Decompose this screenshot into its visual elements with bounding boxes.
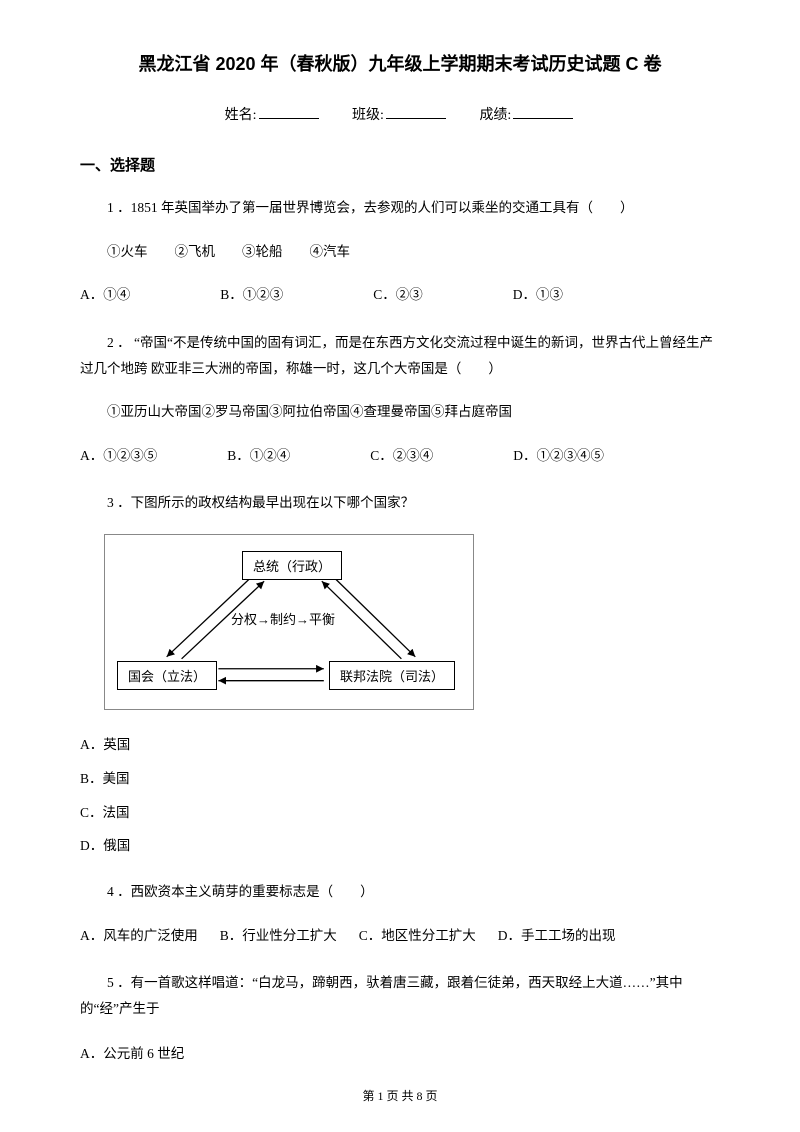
q5-text: 5 ．有一首歌这样唱道：“白龙马，蹄朝西，驮着唐三藏，跟着仨徒弟，西天取经上大道…: [80, 970, 720, 1021]
score-blank[interactable]: [513, 118, 573, 119]
score-label: 成绩:: [479, 108, 511, 123]
q4-option-c[interactable]: C．地区性分工扩大: [359, 923, 476, 949]
diagram-right-box: 联邦法院（司法）: [329, 661, 455, 690]
name-label: 姓名:: [225, 108, 257, 123]
q1-option-c[interactable]: C．②③: [373, 282, 423, 308]
q2-option-a[interactable]: A．①②③⑤: [80, 443, 157, 469]
q2-option-d[interactable]: D．①②③④⑤: [513, 443, 604, 469]
q4-text: 4 ．西欧资本主义萌芽的重要标志是（ ）: [80, 879, 720, 905]
q1-sub: ①火车 ②飞机 ③轮船 ④汽车: [80, 239, 720, 265]
q3-option-d[interactable]: D．俄国: [80, 831, 720, 861]
q2-text: 2 ． “帝国“不是传统中国的固有词汇，而是在东西方文化交流过程中诞生的新词，世…: [80, 330, 720, 381]
q3-diagram: 总统（行政） 分权→制约→平衡 国会（立法） 联邦法院（司法）: [104, 534, 474, 710]
q4-option-a[interactable]: A．风车的广泛使用: [80, 923, 198, 949]
diagram-middle-label: 分权→制约→平衡: [231, 609, 335, 628]
q1-options: A．①④ B．①②③ C．②③ D．①③: [80, 282, 720, 308]
q4-options: A．风车的广泛使用 B．行业性分工扩大 C．地区性分工扩大 D．手工工场的出现: [80, 923, 720, 949]
q3-option-c[interactable]: C．法国: [80, 798, 720, 828]
q5-option-a[interactable]: A．公元前 6 世纪: [80, 1039, 720, 1069]
student-info: 姓名: 班级: 成绩:: [80, 104, 720, 124]
q2-sub: ①亚历山大帝国②罗马帝国③阿拉伯帝国④查理曼帝国⑤拜占庭帝国: [80, 399, 720, 425]
class-blank[interactable]: [386, 118, 446, 119]
section-title: 一、选择题: [80, 154, 720, 175]
q2-option-b[interactable]: B．①②④: [227, 443, 290, 469]
q3-option-a[interactable]: A．英国: [80, 730, 720, 760]
page-footer: 第 1 页 共 8 页: [0, 1087, 800, 1104]
q2-option-c[interactable]: C．②③④: [370, 443, 433, 469]
q3-text: 3 ．下图所示的政权结构最早出现在以下哪个国家？: [80, 490, 720, 516]
diagram-left-box: 国会（立法）: [117, 661, 217, 690]
q3-options: A．英国 B．美国 C．法国 D．俄国: [80, 730, 720, 861]
q3-option-b[interactable]: B．美国: [80, 764, 720, 794]
q1-option-d[interactable]: D．①③: [513, 282, 563, 308]
q1-text: 1 ．1851 年英国举办了第一届世界博览会，去参观的人们可以乘坐的交通工具有（…: [80, 195, 720, 221]
q1-option-a[interactable]: A．①④: [80, 282, 130, 308]
exam-title: 黑龙江省 2020 年（春秋版）九年级上学期期末考试历史试题 C 卷: [80, 50, 720, 76]
name-blank[interactable]: [259, 118, 319, 119]
q4-option-b[interactable]: B．行业性分工扩大: [220, 923, 337, 949]
q4-option-d[interactable]: D．手工工场的出现: [498, 923, 616, 949]
q2-options: A．①②③⑤ B．①②④ C．②③④ D．①②③④⑤: [80, 443, 720, 469]
diagram-top-box: 总统（行政）: [242, 551, 342, 580]
q5-options: A．公元前 6 世纪: [80, 1039, 720, 1069]
q1-option-b[interactable]: B．①②③: [220, 282, 283, 308]
class-label: 班级:: [352, 108, 384, 123]
